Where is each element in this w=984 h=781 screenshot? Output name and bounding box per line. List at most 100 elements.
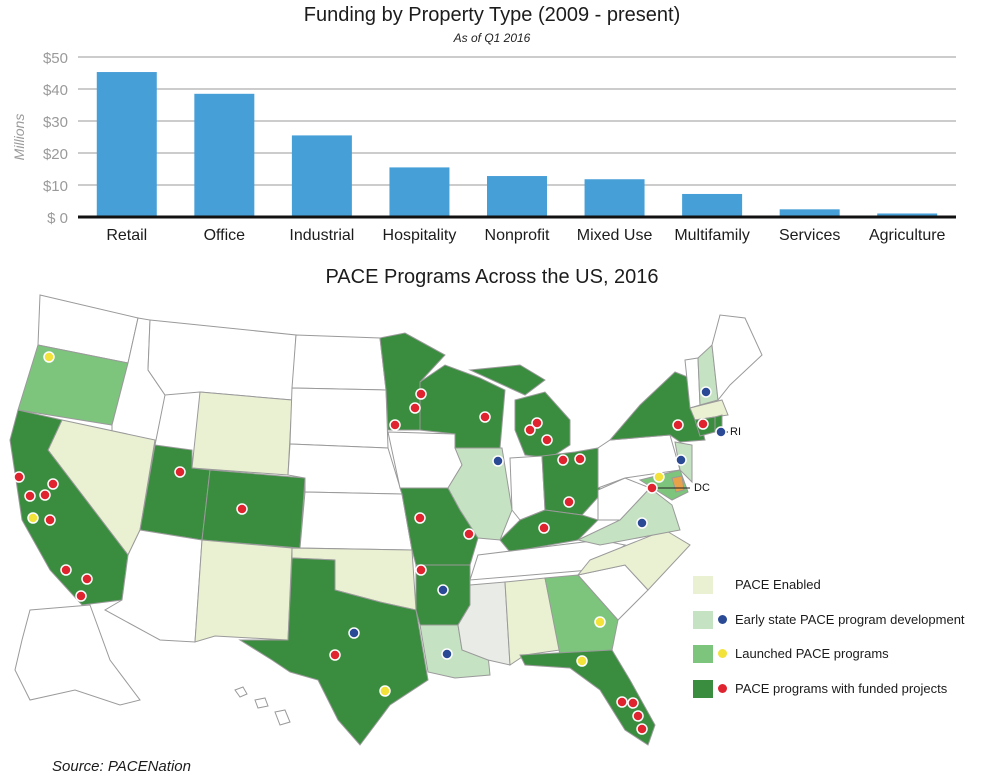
state-florida — [519, 649, 656, 746]
state-nebraska — [287, 443, 403, 495]
legend-label: Launched PACE programs — [735, 646, 889, 661]
marker-funded — [415, 564, 427, 576]
y-tick-label: $20 — [43, 146, 68, 163]
chart-title: Funding by Property Type (2009 - present… — [303, 4, 681, 26]
marker-early — [348, 627, 360, 639]
marker-launched — [576, 655, 588, 667]
state-massachusetts — [689, 399, 729, 421]
y-tick-label: $30 — [43, 114, 68, 131]
legend-swatch — [693, 679, 713, 698]
bar-multifamily — [682, 193, 743, 217]
marker-funded — [44, 514, 56, 526]
bar-mixed-use — [584, 179, 645, 217]
state-kansas — [299, 491, 413, 551]
marker-funded — [414, 512, 426, 524]
map-legend: PACE Enabled Early state PACE program de… — [693, 574, 983, 712]
state-montana — [147, 319, 297, 401]
marker-early — [700, 386, 712, 398]
y-tick-label: $10 — [43, 178, 68, 195]
legend-dot — [718, 683, 727, 693]
marker-launched — [43, 351, 55, 363]
marker-early — [441, 648, 453, 660]
funding-bar-chart: $ 0 $10 $20 $30 $40 $50 Millions Retail Office In… — [11, 50, 956, 244]
y-tick-label: $50 — [43, 50, 68, 67]
marker-funded — [13, 471, 25, 483]
marker-launched — [27, 512, 39, 524]
state-illinois — [447, 447, 513, 541]
legend-label: PACE programs with funded projects — [735, 680, 948, 696]
marker-funded — [415, 388, 427, 400]
marker-early — [437, 584, 449, 596]
x-tick-label: Office — [204, 227, 246, 244]
legend-swatch — [693, 576, 713, 594]
map-title: PACE Programs Across the US, 2016 — [325, 266, 659, 288]
marker-funded — [24, 490, 36, 502]
marker-funded — [524, 424, 536, 436]
marker-funded — [627, 697, 639, 709]
state-colorado — [201, 469, 306, 549]
bar-hospitality — [389, 167, 450, 217]
x-tick-label: Mixed Use — [577, 227, 653, 244]
marker-launched — [594, 616, 606, 628]
marker-funded — [574, 453, 586, 465]
marker-funded — [60, 564, 72, 576]
marker-launched — [653, 471, 665, 483]
x-tick-label: Nonprofit — [485, 227, 550, 244]
x-tick-label: Multifamily — [674, 227, 750, 244]
marker-funded — [557, 454, 569, 466]
chart-subtitle: As of Q1 2016 — [453, 31, 531, 45]
state-georgia — [544, 574, 619, 656]
marker-launched — [379, 685, 391, 697]
marker-funded — [39, 489, 51, 501]
legend-dot — [718, 614, 727, 624]
marker-funded — [389, 419, 401, 431]
marker-funded — [646, 482, 658, 494]
marker-funded — [174, 466, 186, 478]
marker-funded — [531, 417, 543, 429]
bar-services — [779, 209, 840, 217]
marker-early — [715, 426, 727, 438]
funded-project-markers — [13, 388, 709, 735]
legend-label: Early state PACE program development — [735, 611, 965, 627]
marker-funded — [81, 573, 93, 585]
state-indiana — [509, 455, 546, 521]
legend-item-early-development: Early state PACE program development — [693, 609, 983, 644]
state-north-dakota — [291, 334, 387, 391]
source-note: Source: PACENation — [52, 758, 191, 775]
legend-swatch — [693, 645, 713, 663]
marker-funded — [538, 522, 550, 534]
marker-early — [636, 517, 648, 529]
launched-program-markers — [27, 351, 665, 697]
marker-funded — [697, 418, 709, 430]
x-tick-label: Agriculture — [869, 227, 946, 244]
state-maine — [711, 314, 763, 402]
marker-funded — [636, 723, 648, 735]
marker-funded — [632, 710, 644, 722]
marker-funded — [47, 478, 59, 490]
x-tick-label: Hospitality — [383, 227, 457, 244]
legend-item-launched: Launched PACE programs — [693, 643, 983, 678]
marker-funded — [563, 496, 575, 508]
bar-retail — [96, 72, 157, 217]
legend-item-pace-enabled: PACE Enabled — [693, 574, 983, 609]
state-alaska — [14, 604, 141, 706]
legend-swatch — [693, 610, 713, 629]
bar-nonprofit — [487, 176, 547, 217]
marker-funded — [479, 411, 491, 423]
us-pace-map: .st { stroke: #9a9a9a; stroke-width: 1; … — [9, 294, 763, 746]
bar-industrial — [291, 135, 352, 217]
marker-early — [675, 454, 687, 466]
marker-early — [492, 455, 504, 467]
state-alabama — [504, 577, 561, 666]
legend-item-funded: PACE programs with funded projects — [693, 678, 983, 713]
y-tick-label: $40 — [43, 82, 68, 99]
marker-funded — [541, 434, 553, 446]
state-new-mexico — [194, 539, 293, 643]
marker-funded — [672, 419, 684, 431]
legend-label: PACE Enabled — [735, 577, 821, 592]
marker-funded — [463, 528, 475, 540]
y-axis-label: Millions — [11, 114, 27, 161]
label-dc: DC — [694, 482, 710, 494]
marker-funded — [75, 590, 87, 602]
marker-funded — [616, 696, 628, 708]
